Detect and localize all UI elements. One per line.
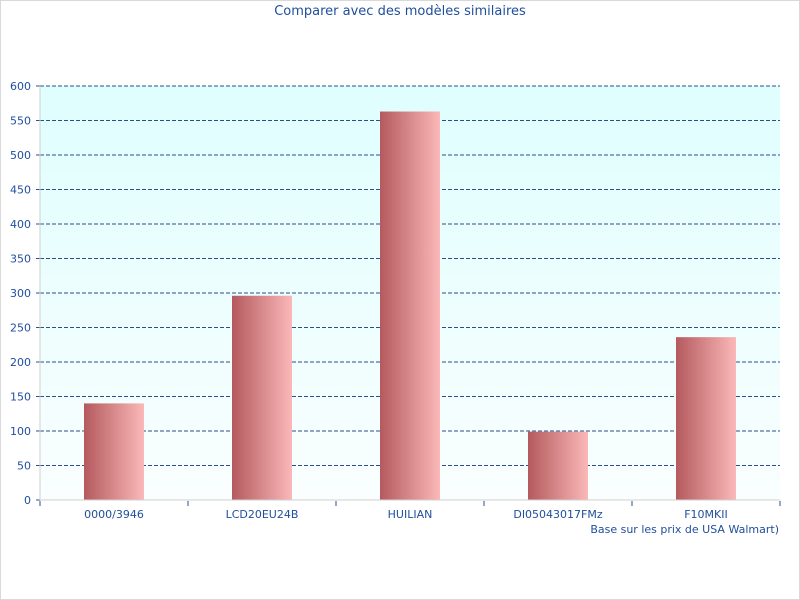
bar-lcd20eu24b bbox=[232, 295, 292, 500]
y-tick-label: 600 bbox=[10, 80, 31, 93]
bar-di05043017fmz bbox=[528, 431, 588, 500]
x-tick-label: DI05043017FMz bbox=[513, 508, 603, 521]
bar-huilian bbox=[380, 111, 440, 500]
y-tick-label: 50 bbox=[17, 460, 31, 473]
y-tick-label: 450 bbox=[10, 184, 31, 197]
chart-title: Comparer avec des modèles similaires bbox=[274, 4, 526, 19]
y-tick-label: 300 bbox=[10, 287, 31, 300]
y-tick-label: 500 bbox=[10, 149, 31, 162]
chart-footnote: Base sur les prix de USA Walmart) bbox=[590, 523, 779, 536]
y-tick-label: 150 bbox=[10, 391, 31, 404]
y-tick-label: 250 bbox=[10, 322, 31, 335]
y-tick-label: 350 bbox=[10, 253, 31, 266]
y-tick-label: 400 bbox=[10, 218, 31, 231]
y-tick-label: 550 bbox=[10, 115, 31, 128]
x-tick-label: 0000/3946 bbox=[84, 508, 144, 521]
bar-0000-3946 bbox=[84, 403, 144, 500]
x-tick-label: LCD20EU24B bbox=[226, 508, 299, 521]
bar-f10mkii bbox=[676, 337, 736, 500]
y-tick-label: 200 bbox=[10, 356, 31, 369]
x-tick-label: F10MKII bbox=[684, 508, 728, 521]
y-tick-label: 0 bbox=[24, 494, 31, 507]
x-tick-label: HUILIAN bbox=[388, 508, 433, 521]
y-tick-label: 100 bbox=[10, 425, 31, 438]
